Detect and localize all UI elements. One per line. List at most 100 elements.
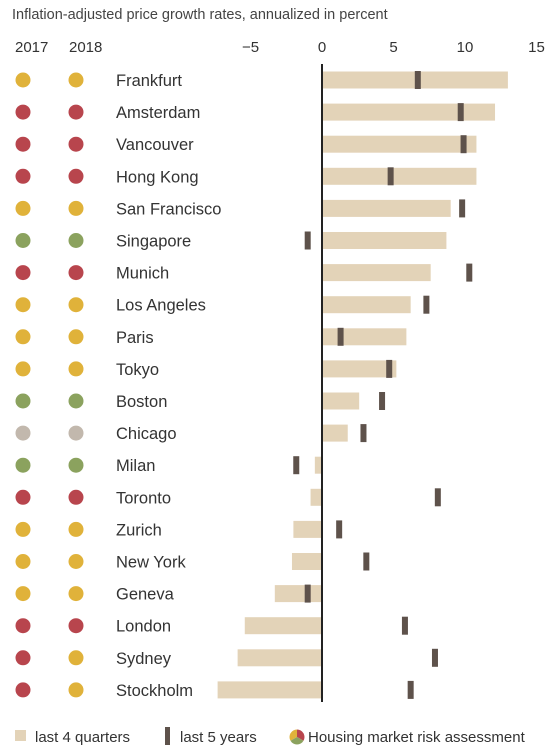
city-label: Toronto — [116, 489, 171, 507]
city-label: Paris — [116, 329, 154, 347]
city-label: Geneva — [116, 586, 175, 604]
risk-dot-2017 — [15, 104, 31, 120]
risk-dot-2017 — [15, 586, 31, 602]
city-label: Tokyo — [116, 361, 159, 379]
x-tick-label: 10 — [457, 39, 474, 56]
marker-last-5-years — [363, 552, 370, 571]
risk-dot-2018 — [68, 265, 84, 281]
bar-last-4-quarters — [274, 585, 322, 603]
chart-row: Chicago — [15, 424, 367, 443]
chart-row: Frankfurt — [15, 71, 508, 90]
chart-rows: Frankfurt Amsterdam Vancouver Hong Kong San … — [15, 71, 508, 700]
chart-title: Inflation-adjusted price growth rates, a… — [12, 7, 388, 23]
marker-last-5-years — [434, 488, 441, 507]
chart-row: Stockholm — [15, 680, 414, 700]
column-header-2017: 2017 — [15, 39, 48, 56]
city-label: Milan — [116, 457, 155, 475]
x-tick-label: 0 — [318, 39, 326, 56]
risk-dot-2017 — [15, 329, 31, 345]
marker-last-5-years — [293, 456, 300, 475]
city-label: Hong Kong — [116, 168, 199, 186]
legend-swatch-last-4-quarters — [15, 730, 26, 741]
marker-last-5-years — [457, 103, 464, 122]
risk-dot-2017 — [15, 682, 31, 698]
risk-dot-2017 — [15, 425, 31, 441]
marker-last-5-years — [459, 199, 466, 218]
bar-last-4-quarters — [291, 553, 322, 570]
risk-dot-2018 — [68, 168, 84, 184]
risk-dot-2018 — [68, 457, 84, 473]
marker-last-5-years — [387, 167, 394, 186]
x-tick-label: 15 — [528, 39, 545, 56]
bar-last-4-quarters — [322, 135, 477, 153]
city-label: Boston — [116, 393, 167, 411]
risk-dot-2018 — [68, 393, 84, 409]
chart-row: Los Angeles — [15, 295, 430, 315]
chart-row: San Francisco — [15, 199, 466, 218]
chart-row: Toronto — [15, 488, 441, 507]
bar-last-4-quarters — [217, 681, 322, 699]
bar-last-4-quarters — [322, 392, 360, 410]
chart-row: Tokyo — [15, 359, 397, 379]
chart-row: Zurich — [15, 520, 343, 539]
risk-dot-2017 — [15, 136, 31, 152]
risk-dot-2017 — [15, 361, 31, 377]
marker-last-5-years — [304, 584, 311, 603]
risk-dot-2018 — [68, 554, 84, 569]
bar-last-4-quarters — [322, 103, 496, 121]
bar-last-4-quarters — [322, 232, 447, 249]
bar-last-4-quarters — [237, 649, 322, 667]
bar-last-4-quarters — [310, 488, 322, 506]
chart-row: Geneva — [15, 584, 322, 604]
risk-dot-2018 — [68, 233, 84, 248]
risk-dot-2018 — [68, 297, 84, 313]
chart-row: Hong Kong — [15, 167, 477, 186]
city-label: Munich — [116, 265, 169, 283]
marker-last-5-years — [414, 71, 421, 89]
risk-dot-2017 — [15, 489, 31, 505]
risk-dot-2018 — [68, 104, 84, 120]
marker-last-5-years — [360, 424, 367, 443]
bar-last-4-quarters — [244, 617, 322, 635]
city-label: San Francisco — [116, 200, 221, 218]
bar-last-4-quarters — [322, 296, 411, 314]
chart-row: New York — [15, 552, 370, 572]
city-label: Vancouver — [116, 136, 194, 154]
legend-swatch-last-5-years — [165, 727, 170, 745]
risk-dot-2018 — [68, 72, 84, 88]
chart-row: Munich — [15, 263, 473, 283]
legend-label-risk-assessment: Housing market risk assessment — [308, 729, 526, 746]
risk-dot-2018 — [68, 425, 84, 441]
risk-dot-2017 — [15, 72, 31, 88]
city-label: London — [116, 618, 171, 636]
marker-last-5-years — [431, 648, 438, 667]
risk-dot-2017 — [15, 618, 31, 634]
risk-dot-2017 — [15, 168, 31, 184]
risk-dot-2018 — [68, 682, 84, 698]
marker-last-5-years — [304, 231, 311, 250]
bar-last-4-quarters — [322, 328, 407, 346]
risk-assessment-icon — [289, 729, 305, 745]
x-axis-ticks: −5 0 5 10 15 — [242, 39, 545, 56]
city-label: Chicago — [116, 425, 177, 443]
marker-last-5-years — [423, 295, 430, 314]
city-label: Singapore — [116, 233, 191, 251]
marker-last-5-years — [460, 135, 467, 154]
risk-dot-2018 — [68, 200, 84, 216]
legend: last 4 quarters last 5 years Housing mar… — [15, 727, 526, 746]
x-tick-label: −5 — [242, 39, 259, 56]
risk-dot-2017 — [15, 457, 31, 473]
city-label: New York — [116, 554, 186, 572]
risk-dot-2018 — [68, 650, 84, 666]
x-tick-label: 5 — [389, 39, 397, 56]
bar-last-4-quarters — [322, 424, 348, 442]
marker-last-5-years — [401, 616, 408, 635]
bar-last-4-quarters — [322, 167, 477, 185]
city-label: Zurich — [116, 521, 162, 539]
marker-last-5-years — [379, 392, 386, 410]
risk-dot-2018 — [68, 329, 84, 345]
city-label: Sydney — [116, 650, 172, 668]
chart-row: Vancouver — [15, 135, 477, 154]
bar-last-4-quarters — [322, 264, 431, 282]
